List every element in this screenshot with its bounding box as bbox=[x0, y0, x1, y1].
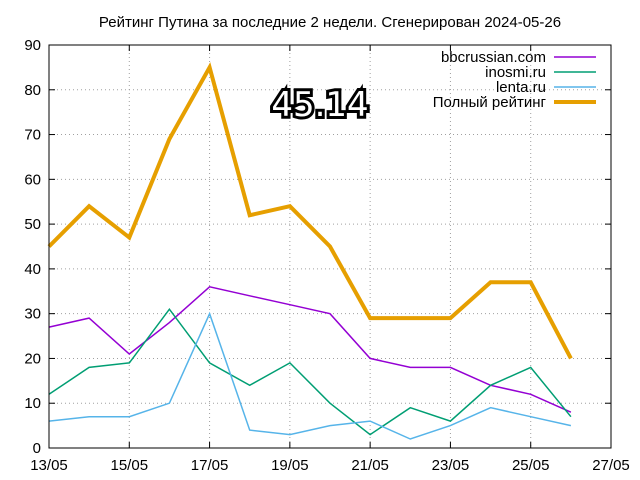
y-tick-label: 60 bbox=[24, 171, 41, 188]
x-tick-label: 23/05 bbox=[432, 457, 470, 474]
series-lines bbox=[47, 62, 573, 440]
y-tick-label: 30 bbox=[24, 306, 41, 323]
y-tick-label: 40 bbox=[24, 261, 41, 278]
x-tick-label: 17/05 bbox=[191, 457, 229, 474]
y-tick-label: 80 bbox=[24, 82, 41, 99]
legend-label: bbcrussian.com bbox=[441, 49, 546, 66]
x-tick-label: 13/05 bbox=[30, 457, 68, 474]
series-line-2 bbox=[48, 311, 572, 440]
y-tick-label: 90 bbox=[24, 37, 41, 54]
rating-value-annotation: 45.14 bbox=[271, 85, 368, 125]
plot-frame bbox=[48, 44, 612, 449]
y-tick-label: 70 bbox=[24, 127, 41, 144]
axes: 0 10 20 30 40 50 60 70 80 90 13/05 15/05 17/05 19/05 2… bbox=[24, 37, 629, 474]
series-line-0 bbox=[48, 285, 572, 413]
series-line-3 bbox=[47, 62, 573, 360]
series-line-1 bbox=[48, 307, 572, 436]
grid-lines bbox=[49, 45, 611, 448]
y-tick-label: 0 bbox=[33, 440, 41, 457]
legend-label: Полный рейтинг bbox=[433, 94, 547, 111]
y-tick-label: 20 bbox=[24, 350, 41, 367]
y-tick-label: 10 bbox=[24, 395, 41, 412]
y-tick-label: 50 bbox=[24, 216, 41, 233]
legend-label: inosmi.ru bbox=[485, 64, 546, 81]
x-tick-label: 27/05 bbox=[592, 457, 630, 474]
x-tick-label: 25/05 bbox=[512, 457, 550, 474]
chart-title: Рейтинг Путина за последние 2 недели. Сг… bbox=[99, 14, 561, 31]
x-tick-label: 21/05 bbox=[351, 457, 389, 474]
x-tick-label: 15/05 bbox=[111, 457, 149, 474]
x-tick-label: 19/05 bbox=[271, 457, 309, 474]
legend-label: lenta.ru bbox=[496, 79, 546, 96]
